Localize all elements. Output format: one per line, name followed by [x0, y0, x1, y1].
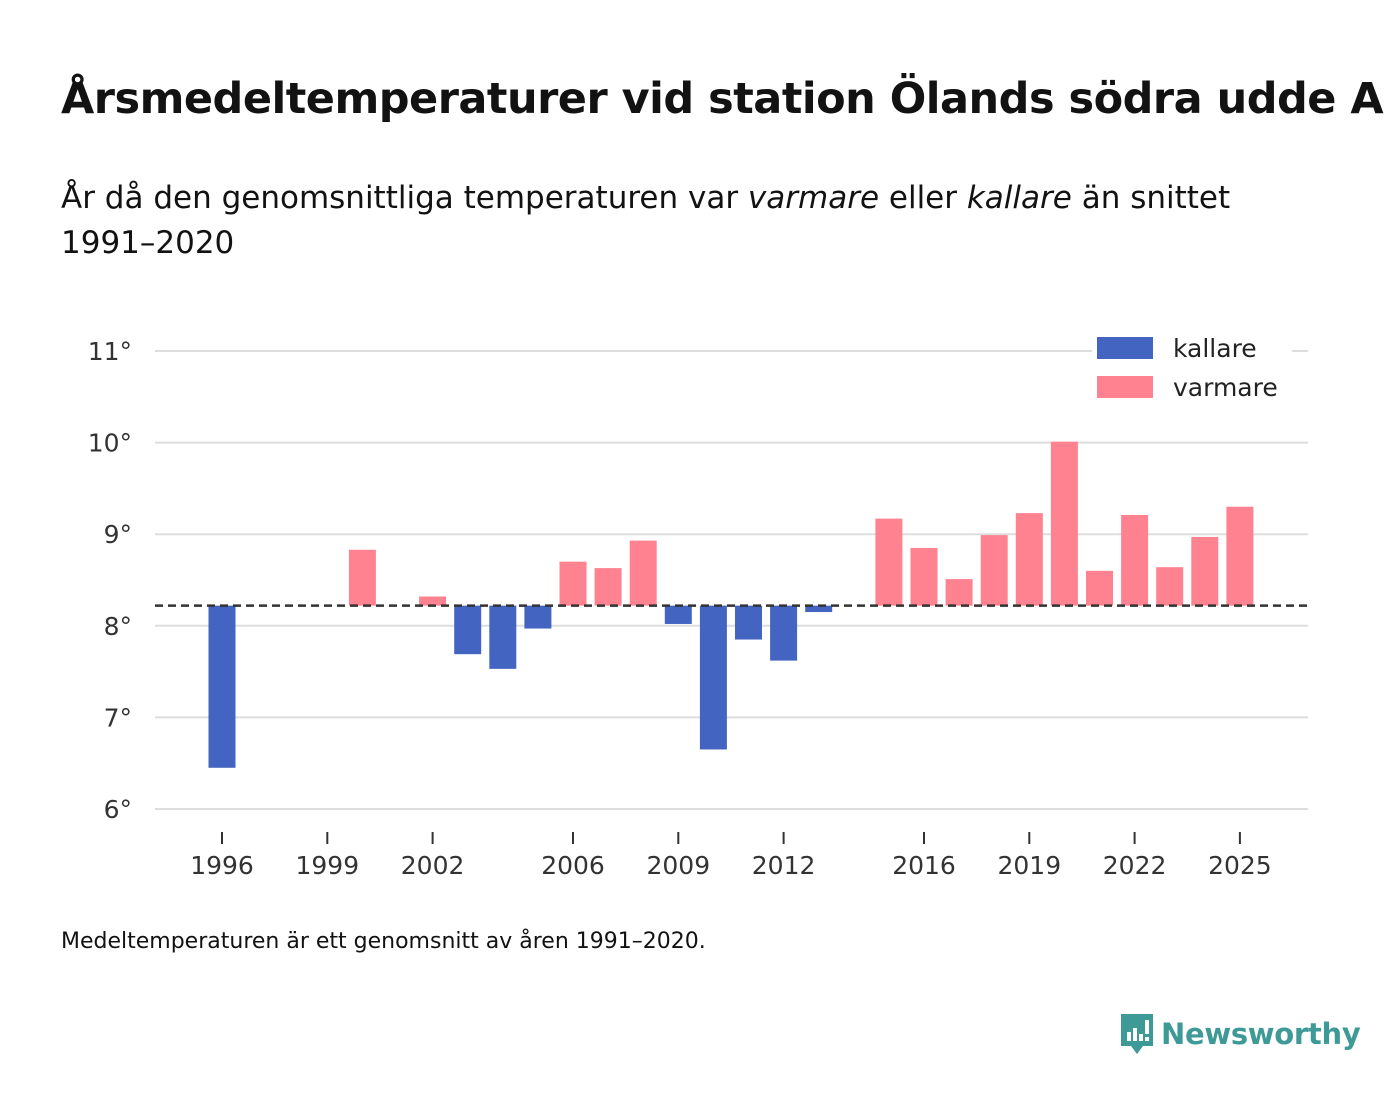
bar-2018	[980, 535, 1008, 606]
temperature-bar-chart: 6° 7° 8° 9° 10° 11° 1996 1999 2002 2006 2009 2012 2…	[88, 330, 1308, 880]
y-tick-label-9: 9°	[104, 520, 132, 549]
legend-swatch-kallare	[1097, 337, 1153, 359]
bar-2021	[1086, 570, 1113, 606]
brand-name: Newsworthy	[1161, 1017, 1361, 1051]
brand-logo: Newsworthy	[1119, 1012, 1361, 1056]
x-axis: 1996 1999 2002 2006 2009 2012 2016 2019 2022 2025	[190, 832, 1272, 880]
subtitle-text-2: eller	[879, 180, 967, 216]
bar-2025	[1226, 506, 1254, 606]
bar-2017	[945, 579, 973, 606]
legend: kallare varmare	[1092, 330, 1292, 406]
legend-label-kallare: kallare	[1173, 334, 1257, 363]
bar-2000	[348, 549, 376, 606]
bar-2013	[805, 605, 833, 613]
bar-2006	[559, 561, 587, 606]
footnote: Medeltemperaturen är ett genomsnitt av å…	[61, 929, 706, 954]
y-axis: 6° 7° 8° 9° 10° 11°	[88, 337, 132, 824]
x-tick-label-2025: 2025	[1208, 851, 1272, 880]
bar-2004	[489, 605, 517, 669]
x-tick-label-2019: 2019	[997, 851, 1061, 880]
bar-2009	[664, 605, 692, 624]
subtitle-text-1: År då den genomsnittliga temperaturen va…	[61, 180, 748, 216]
y-tick-label-8: 8°	[104, 612, 132, 641]
legend-swatch-varmare	[1097, 376, 1153, 398]
chart-subtitle: År då den genomsnittliga temperaturen va…	[61, 176, 1321, 266]
bar-2022	[1121, 514, 1149, 606]
x-tick-label-2012: 2012	[752, 851, 816, 880]
bars	[208, 441, 1254, 768]
bar-2003	[454, 605, 482, 655]
bar-2007	[594, 568, 622, 606]
x-tick-label-2016: 2016	[892, 851, 956, 880]
bar-2015	[875, 518, 903, 606]
y-tick-label-7: 7°	[104, 703, 132, 732]
x-tick-label-2002: 2002	[401, 851, 465, 880]
legend-label-varmare: varmare	[1173, 373, 1278, 402]
bar-2012	[770, 605, 798, 661]
y-tick-label-6: 6°	[104, 795, 132, 824]
chart-title: Årsmedeltemperaturer vid station Ölands …	[61, 74, 1384, 124]
bar-1996	[208, 605, 236, 768]
bar-2019	[1015, 513, 1043, 606]
y-tick-label-10: 10°	[88, 429, 132, 458]
y-tick-label-11: 11°	[88, 337, 132, 366]
x-tick-label-1999: 1999	[295, 851, 359, 880]
bar-2016	[910, 547, 938, 606]
subtitle-cold-word: kallare	[966, 180, 1072, 216]
bar-2008	[629, 540, 657, 606]
subtitle-warm-word: varmare	[747, 180, 880, 216]
x-tick-label-2022: 2022	[1103, 851, 1167, 880]
x-tick-label-2009: 2009	[646, 851, 710, 880]
x-tick-label-1996: 1996	[190, 851, 254, 880]
bar-2011	[735, 605, 762, 640]
subtitle-text-3: än snittet 1991–2020	[61, 180, 1231, 261]
bar-2005	[524, 605, 552, 629]
bar-2010	[699, 605, 727, 750]
bar-2020	[1050, 441, 1078, 606]
bar-2002	[419, 596, 447, 606]
x-tick-label-2006: 2006	[541, 851, 605, 880]
bar-2024	[1191, 536, 1219, 606]
newsworthy-logo-icon	[1121, 1014, 1153, 1054]
bar-2023	[1156, 567, 1184, 606]
